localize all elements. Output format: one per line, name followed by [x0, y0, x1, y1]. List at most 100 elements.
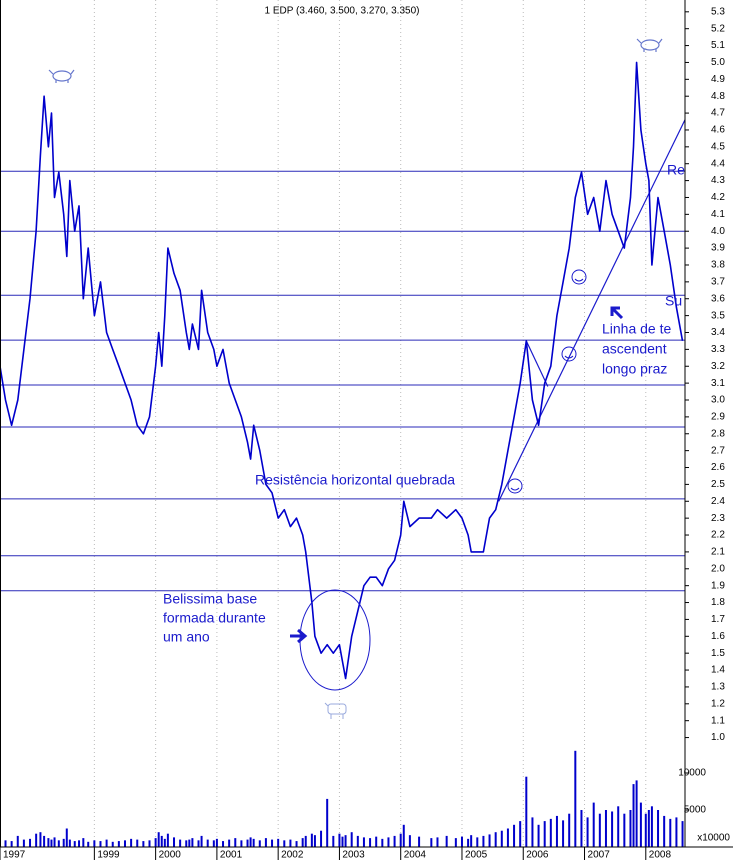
volume-bar — [650, 806, 653, 847]
volume-bar — [537, 824, 540, 847]
volume-bar — [166, 833, 169, 847]
y-tick-label: 1.2 — [711, 698, 725, 709]
bull-icon — [636, 38, 663, 52]
volume-bar — [185, 840, 188, 847]
y-tick-label: 2.7 — [711, 445, 725, 456]
y2-tick-label: 5000 — [684, 805, 707, 816]
volume-bar — [543, 821, 546, 847]
volume-bar — [99, 841, 102, 847]
y-tick-label: 4.4 — [711, 158, 725, 169]
y-tick-label: 5.2 — [711, 23, 725, 34]
volume-bar — [249, 837, 252, 847]
bull-icon — [48, 69, 75, 83]
volume-bar — [604, 810, 607, 847]
volume-bar — [350, 832, 353, 847]
y-tick-label: 5.0 — [711, 57, 725, 68]
y2-tick-label: 10000 — [678, 768, 706, 779]
volume-bar — [657, 810, 660, 847]
volume-bar — [136, 839, 139, 847]
y-tick-label: 2.1 — [711, 547, 725, 558]
volume-bar — [525, 776, 528, 847]
price — [0, 61, 684, 680]
annotation: Belissima base — [163, 591, 257, 607]
x-tick-label: 2001 — [220, 850, 243, 860]
y-tick-label: 1.4 — [711, 665, 725, 676]
y-tick-label: 3.8 — [711, 260, 725, 271]
volume-bar — [228, 839, 231, 847]
volume-bar — [402, 824, 405, 847]
volume-bar — [454, 838, 457, 847]
y-tick-label: 1.8 — [711, 597, 725, 608]
volume-bar — [623, 813, 626, 847]
volume-bar — [154, 838, 157, 847]
volume-bar — [215, 838, 218, 847]
volume-bar — [644, 813, 647, 847]
x-tick-label: 1997 — [3, 850, 26, 860]
volume-bar — [399, 833, 402, 847]
volume-bar — [212, 840, 215, 847]
volume-bar — [234, 838, 237, 847]
y-tick-label: 3.3 — [711, 344, 725, 355]
y-tick-label: 2.4 — [711, 496, 725, 507]
volume-bar — [500, 830, 503, 847]
volume-bar — [200, 835, 203, 847]
volume-bar — [675, 817, 678, 847]
volume-bar — [304, 835, 307, 847]
arrow — [610, 306, 624, 320]
y-tick-label: 4.5 — [711, 141, 725, 152]
y-tick-label: 1.0 — [711, 732, 725, 743]
y-tick-label: 3.4 — [711, 327, 725, 338]
volume-bar — [53, 837, 56, 847]
volume-bar — [418, 836, 421, 847]
trendline — [498, 119, 685, 502]
y-tick-label: 1.6 — [711, 631, 725, 642]
y-tick-label: 4.1 — [711, 209, 725, 220]
y-tick-label: 3.0 — [711, 395, 725, 406]
volume-bar — [197, 840, 200, 847]
volume-bar — [326, 798, 329, 847]
y-tick-label: 1.7 — [711, 614, 725, 625]
annotation: longo praz — [602, 361, 667, 377]
volume-bar — [295, 841, 298, 847]
annotation: um ano — [163, 629, 210, 645]
y-tick-label: 2.6 — [711, 462, 725, 473]
y-tick-label: 5.1 — [711, 40, 725, 51]
x-tick-label: 1999 — [97, 850, 120, 860]
volume-bar — [246, 839, 249, 847]
y-tick-label: 3.2 — [711, 361, 725, 372]
volume-bar — [68, 839, 71, 847]
volume-bar — [111, 841, 114, 847]
volume-bar — [240, 840, 243, 847]
y-tick-label: 2.2 — [711, 530, 725, 541]
volume-bar — [393, 835, 396, 847]
y-tick-label: 4.8 — [711, 91, 725, 102]
volume-bar — [105, 839, 108, 847]
volume-bar — [381, 838, 384, 847]
volume-bar — [16, 835, 19, 847]
volume-bar — [663, 815, 666, 847]
volume-bar — [387, 837, 390, 847]
y-tick-label: 4.6 — [711, 125, 725, 136]
volume-bar — [258, 840, 261, 847]
y-tick-label: 2.3 — [711, 513, 725, 524]
volume-bar — [35, 833, 38, 847]
volume-bar — [375, 836, 378, 847]
y-tick-label: 3.7 — [711, 277, 725, 288]
volume-bar — [148, 840, 151, 847]
volume-bar — [476, 837, 479, 847]
volume-bar — [310, 833, 313, 847]
volume-bar — [494, 832, 497, 847]
volume-bar — [436, 837, 439, 847]
y-tick-label: 4.9 — [711, 74, 725, 85]
annotation: formada durante — [163, 610, 266, 626]
volume-bar — [506, 828, 509, 847]
x-tick-label: 2006 — [526, 850, 549, 860]
volume-bar — [580, 810, 583, 847]
volume-bar — [482, 835, 485, 847]
volume-bar — [344, 835, 347, 847]
volume-bar — [488, 834, 491, 847]
volume-bar — [222, 841, 225, 847]
volume-bar — [562, 820, 565, 847]
x-tick-label: 2008 — [649, 850, 672, 860]
